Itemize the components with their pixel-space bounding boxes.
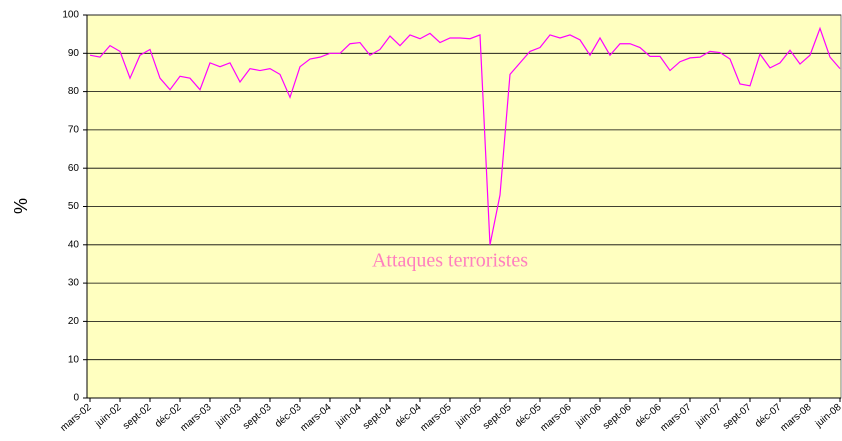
x-tick-label: juin-06	[573, 402, 604, 431]
x-tick-label: mars-04	[298, 402, 334, 434]
x-tick-label: sept-04	[361, 402, 394, 432]
x-tick-label: juin-03	[213, 402, 244, 431]
y-tick-label: 20	[68, 316, 80, 327]
x-tick-label: juin-02	[93, 402, 124, 431]
annotation: Attaques terroristes	[372, 250, 528, 272]
y-tick-label: 60	[68, 163, 80, 174]
y-tick-label: 80	[68, 86, 80, 97]
x-tick-label: mars-06	[538, 402, 574, 434]
y-tick-label: 40	[68, 239, 80, 250]
x-tick-label: juin-07	[693, 402, 724, 431]
x-tick-label: sept-07	[721, 402, 754, 432]
y-tick-label: 0	[73, 393, 79, 404]
y-tick-label: 100	[62, 10, 79, 21]
y-tick-label: 50	[68, 201, 80, 212]
x-tick-label: mars-07	[658, 402, 694, 434]
x-tick-label: juin-05	[453, 402, 484, 431]
data-line	[89, 26, 841, 245]
y-tick-label: 90	[68, 48, 80, 59]
x-tick-label: sept-02	[121, 402, 154, 432]
x-tick-label: juin-08	[813, 402, 842, 431]
x-tick-label: mars-08	[778, 402, 814, 434]
x-tick-label: mars-05	[418, 402, 454, 434]
y-tick-label: 30	[68, 278, 80, 289]
x-tick-label: juin-04	[333, 402, 364, 431]
x-tick-label: sept-06	[601, 402, 634, 432]
x-tick-label: mars-02	[58, 402, 94, 434]
x-tick-label: sept-03	[241, 402, 274, 432]
x-tick-label: mars-03	[178, 402, 214, 434]
y-axis-label: %	[11, 198, 31, 214]
y-tick-label: 10	[68, 354, 80, 365]
y-tick-label: 70	[68, 125, 80, 136]
x-tick-label: sept-05	[481, 402, 514, 432]
